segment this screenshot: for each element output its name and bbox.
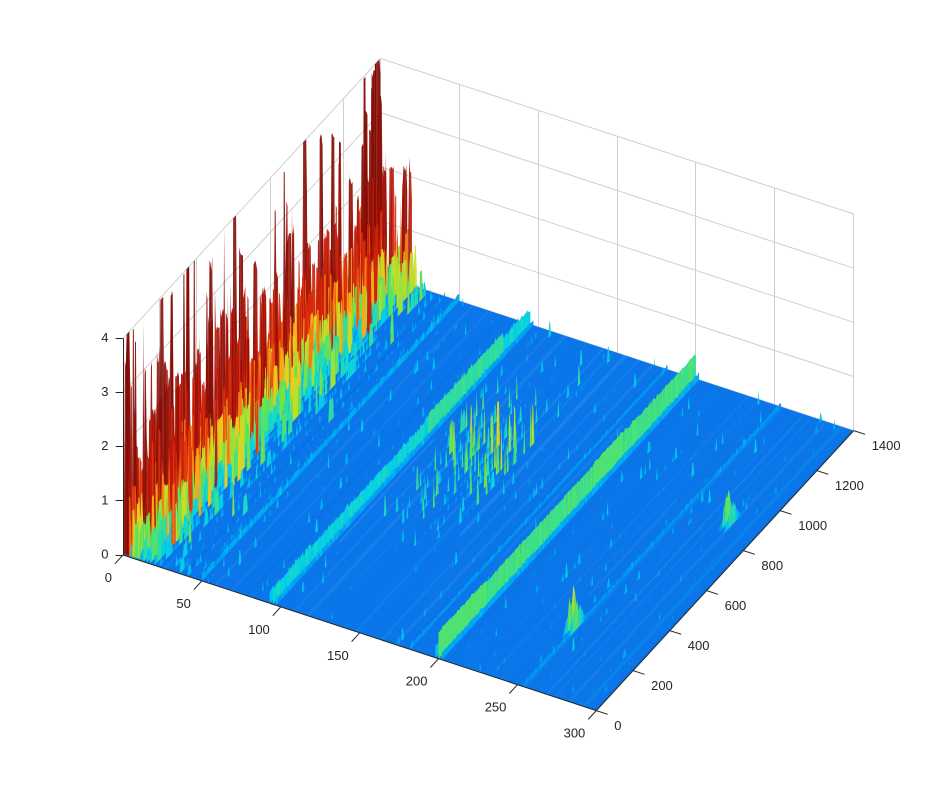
svg-text:1: 1 [101,492,108,507]
svg-text:50: 50 [176,596,190,611]
svg-text:0: 0 [614,718,621,733]
svg-text:1200: 1200 [835,478,864,493]
svg-text:200: 200 [651,678,673,693]
svg-text:200: 200 [406,674,428,689]
svg-text:250: 250 [485,700,507,715]
svg-text:150: 150 [327,648,349,663]
svg-text:1000: 1000 [798,518,827,533]
svg-text:0: 0 [101,547,108,562]
svg-text:600: 600 [725,598,747,613]
svg-text:3: 3 [101,384,108,399]
svg-text:100: 100 [248,622,270,637]
svg-text:800: 800 [761,558,783,573]
svg-text:400: 400 [688,638,710,653]
svg-text:4: 4 [101,330,108,345]
svg-text:2: 2 [101,438,108,453]
svg-text:0: 0 [105,570,112,585]
svg-text:1400: 1400 [872,438,901,453]
svg-text:300: 300 [564,726,586,741]
